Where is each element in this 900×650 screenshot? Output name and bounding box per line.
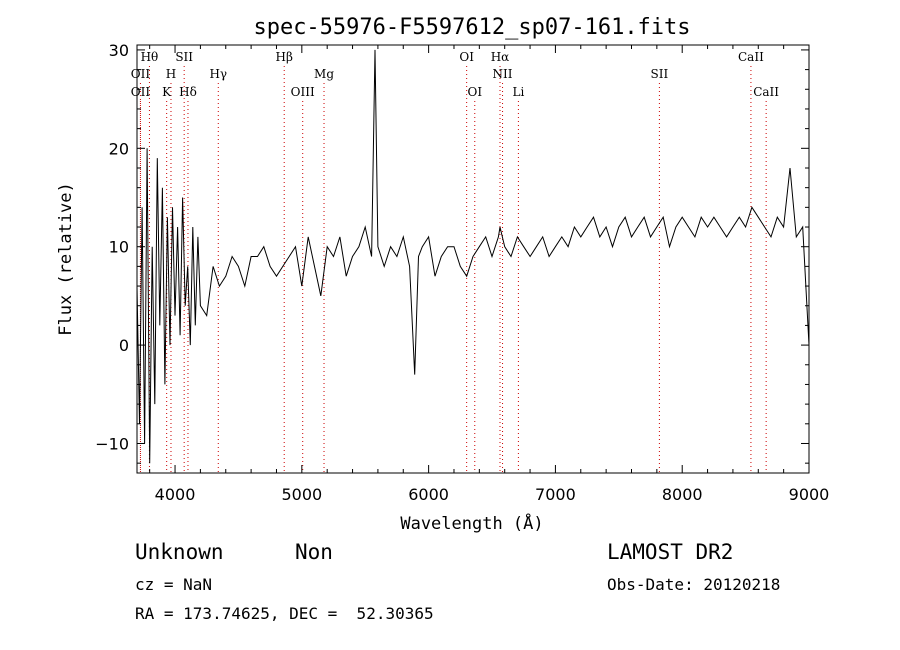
y-tick-label: 30	[109, 41, 129, 60]
x-tick-label: 4000	[155, 485, 196, 504]
spectral-line-label: OIII	[291, 85, 315, 99]
spectral-line-label: SII	[175, 50, 193, 64]
x-axis-ticks: 4000 5000 6000 7000 8000 9000	[149, 45, 830, 504]
spectral-line-label: Li	[512, 85, 524, 99]
spectral-line-label: Hα	[491, 50, 510, 64]
spectral-line-labels: Hθ OII OII HK SII Hδ Hγ Hβ OIII Mg OI OI Hα NII Li SII C…	[131, 50, 780, 99]
x-tick-label: 6000	[408, 485, 449, 504]
spectral-line-label: Hγ	[209, 67, 227, 81]
redshift-label: cz = NaN	[135, 575, 213, 594]
spectral-line-label: OI	[467, 85, 482, 99]
x-tick-label: 5000	[281, 485, 322, 504]
spectral-line-markers	[139, 66, 767, 473]
x-tick-label: 8000	[662, 485, 703, 504]
spectral-line-label: OI	[459, 50, 474, 64]
y-axis-ticks: −10 0 10 20 30	[95, 41, 809, 464]
y-tick-label: 0	[119, 336, 129, 355]
spectral-line-label: K	[162, 85, 172, 99]
spectral-line-label: Hθ	[141, 50, 159, 64]
chart-title: spec-55976-F5597612_sp07-161.fits	[253, 15, 690, 40]
plot-frame	[136, 44, 810, 474]
y-tick-label: −10	[95, 434, 129, 453]
spectral-line-label: Hβ	[276, 50, 293, 64]
spectral-line-label: SII	[651, 67, 669, 81]
x-tick-label: 7000	[535, 485, 576, 504]
subclass-label: Non	[295, 540, 333, 564]
spectral-line-label: CaII	[753, 85, 779, 99]
y-tick-label: 10	[109, 238, 129, 257]
x-axis-label: Wavelength (Å)	[400, 512, 543, 534]
observation-date-label: Obs-Date: 20120218	[607, 575, 781, 594]
spectrum-series-line	[136, 49, 810, 464]
classification-label: Unknown	[135, 540, 224, 564]
spectral-line-label: CaII	[738, 50, 764, 64]
spectral-line-label: Hδ	[179, 85, 197, 99]
spectral-line-label: OII	[131, 67, 151, 81]
spectral-line-label: H	[166, 67, 176, 81]
y-tick-label: 20	[109, 139, 129, 158]
spectral-line-label: NII	[493, 67, 513, 81]
coordinates-label: RA = 173.74625, DEC = 52.30365	[135, 604, 434, 623]
spectral-line-label: OII	[131, 85, 151, 99]
survey-label: LAMOST DR2	[607, 540, 734, 564]
x-tick-label: 9000	[789, 485, 830, 504]
spectral-line-label: Mg	[314, 67, 334, 81]
y-axis-label: Flux (relative)	[56, 182, 76, 336]
